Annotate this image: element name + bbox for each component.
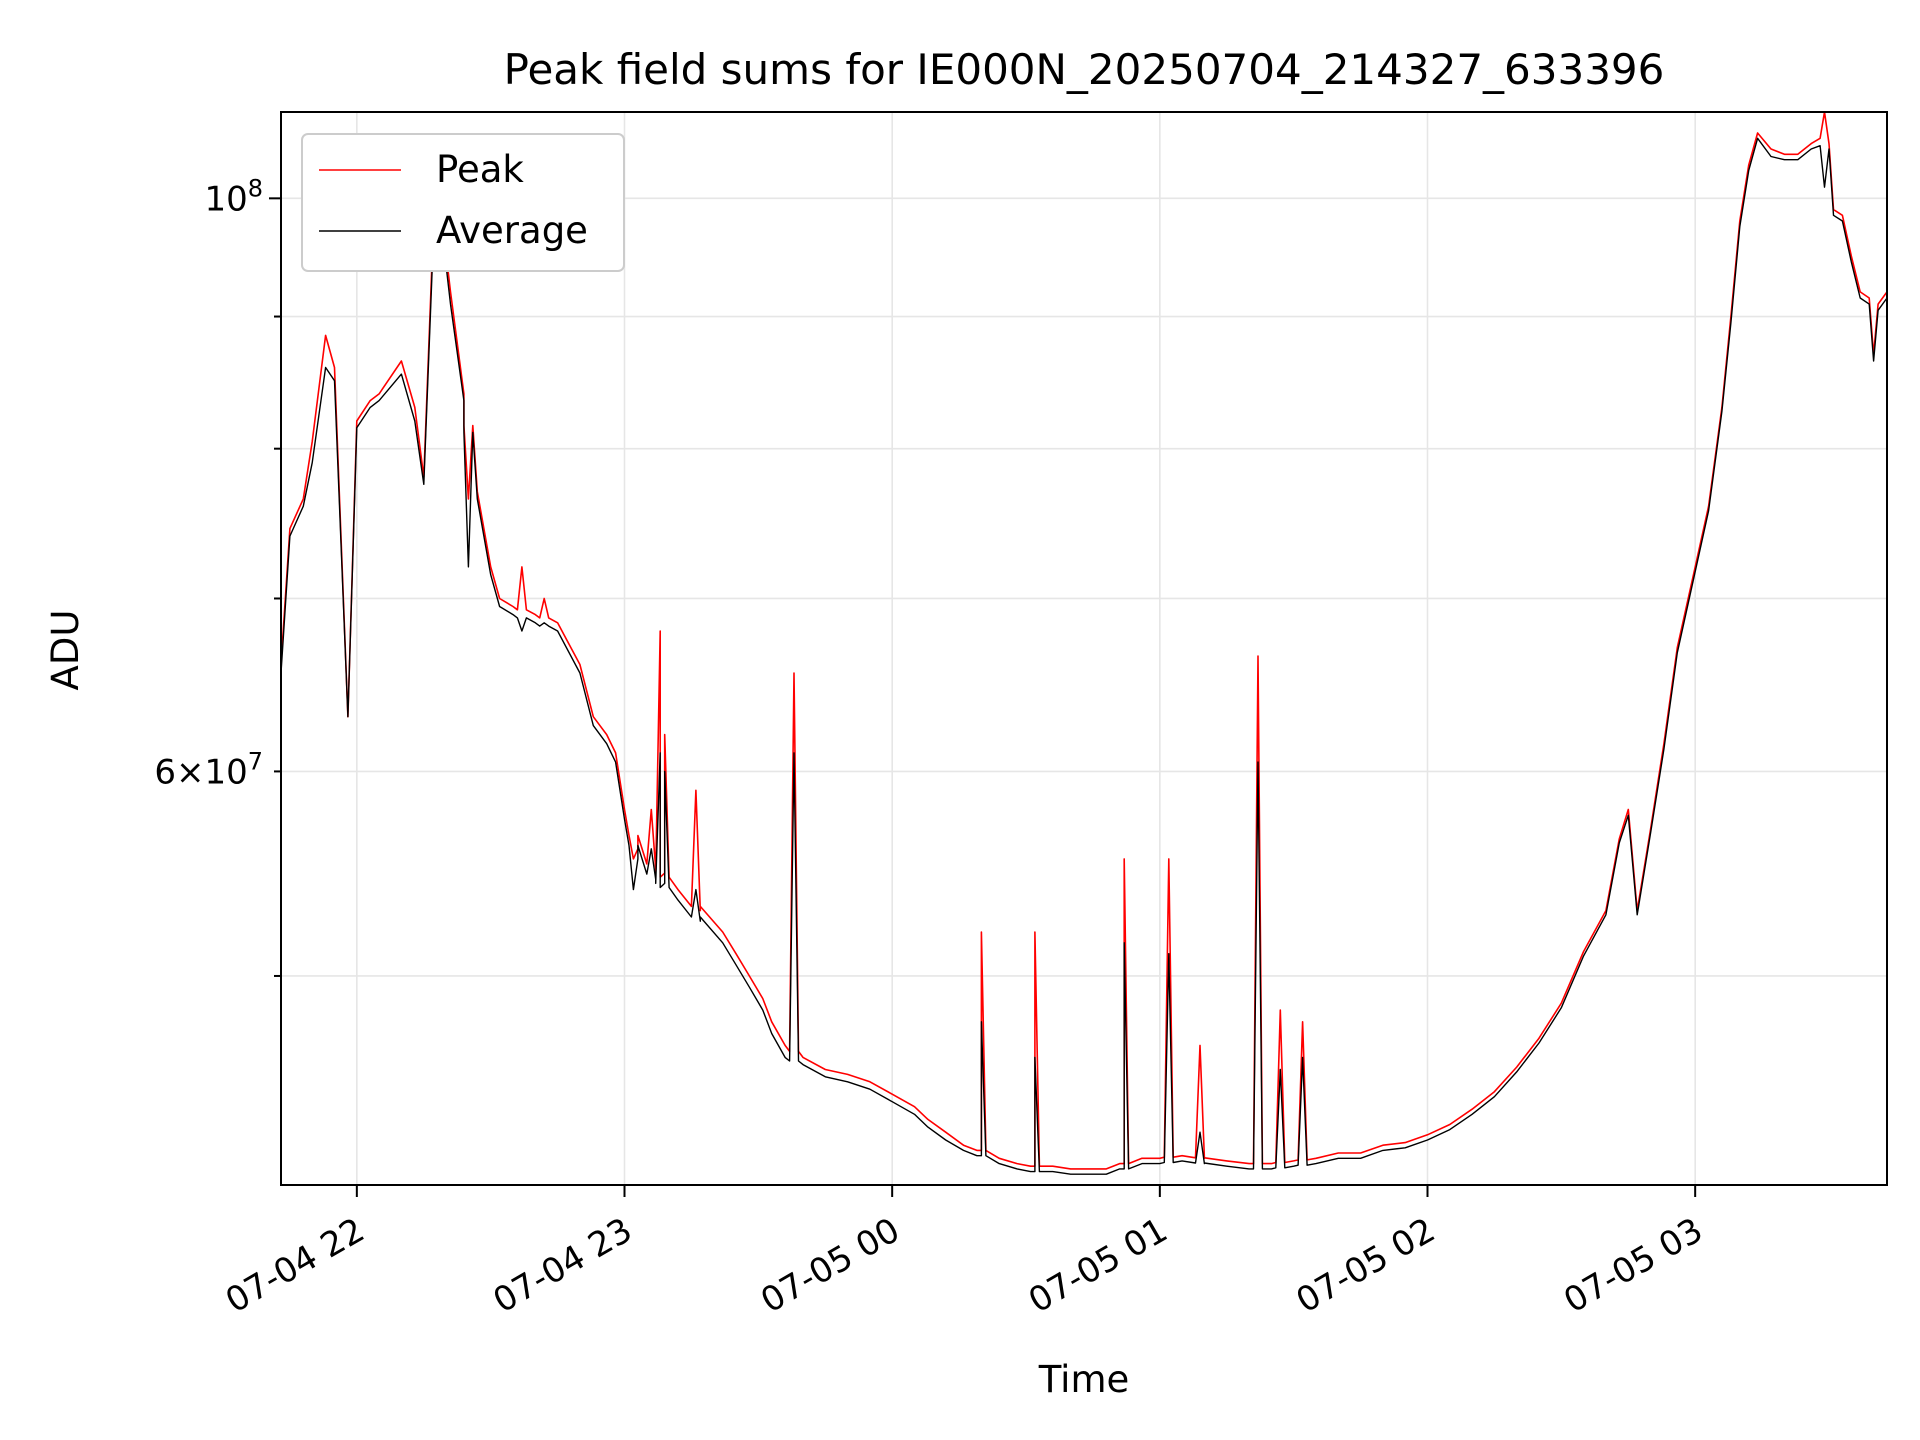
y-tick-label: 6×107 [154, 747, 263, 792]
series-peak [280, 111, 1888, 1170]
legend-label-average: Average [436, 209, 588, 252]
legend-label-peak: Peak [436, 148, 524, 191]
chart-title: Peak field sums for IE000N_20250704_2143… [504, 45, 1665, 94]
y-axis-ticks: 108 6×107 [154, 174, 281, 977]
legend: Peak Average [301, 133, 625, 272]
series-average [280, 137, 1888, 1175]
series-line-average [280, 137, 1888, 1175]
plot-frame [280, 111, 1888, 1186]
x-axis-label: Time [1038, 1358, 1130, 1401]
y-axis-label: ADU [44, 610, 87, 691]
series-line-peak [280, 111, 1888, 1170]
legend-box [301, 133, 625, 272]
y-tick-label: 108 [204, 174, 263, 219]
